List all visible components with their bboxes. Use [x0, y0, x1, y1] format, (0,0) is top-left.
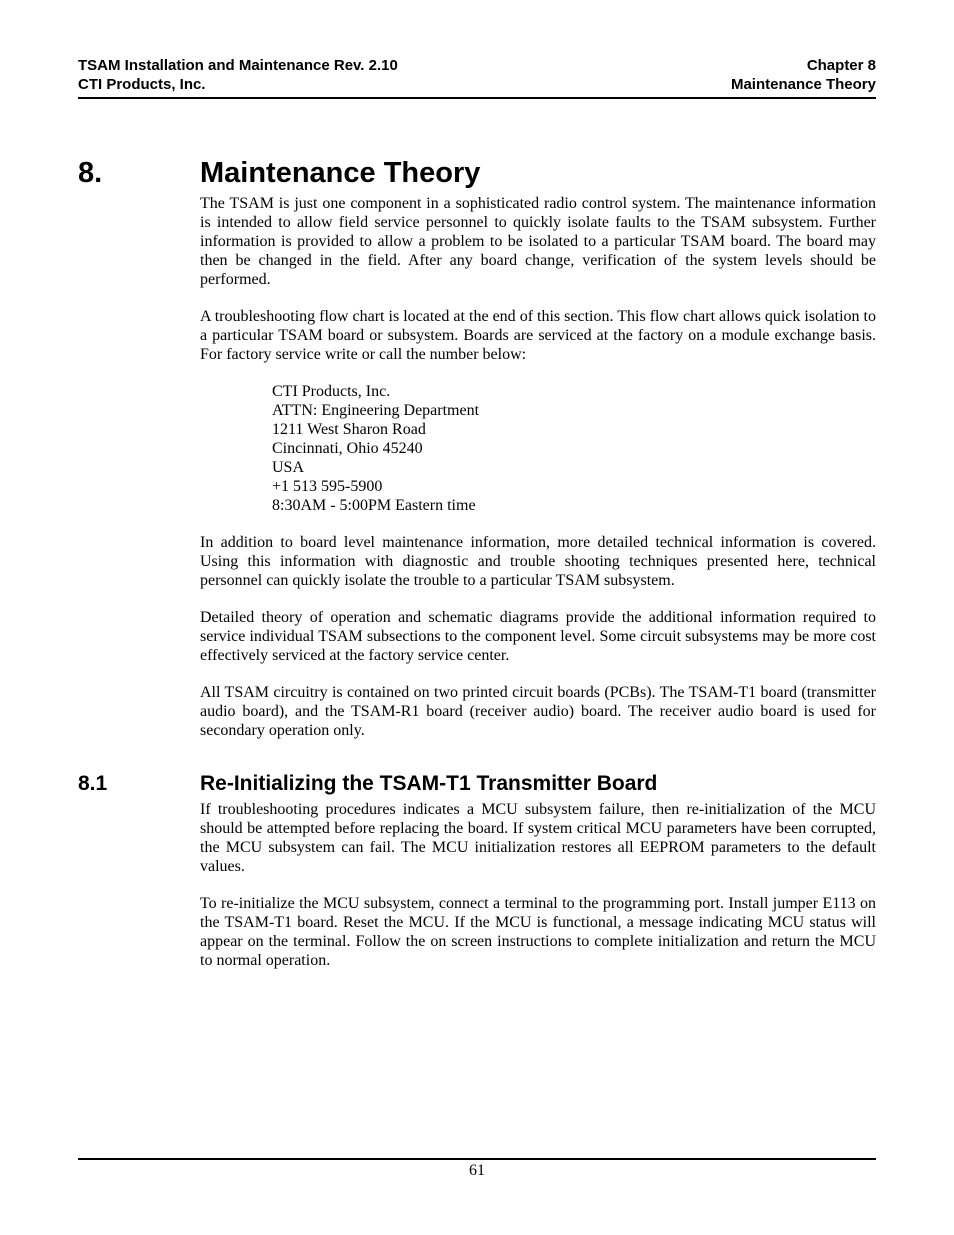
paragraph: A troubleshooting flow chart is located …	[200, 307, 876, 364]
subsection-number: 8.1	[78, 772, 200, 796]
section-number-col: 8.	[78, 157, 200, 759]
header-left: TSAM Installation and Maintenance Rev. 2…	[78, 57, 398, 95]
section-number-col: 8.1	[78, 772, 200, 988]
page-header: TSAM Installation and Maintenance Rev. 2…	[78, 57, 876, 99]
header-right-line1: Chapter 8	[807, 57, 876, 74]
page-footer: 61	[78, 1158, 876, 1180]
header-left-line2: CTI Products, Inc.	[78, 76, 206, 93]
header-right-line2: Maintenance Theory	[731, 76, 876, 93]
section-title: Maintenance Theory	[200, 157, 876, 190]
section-body-col: Maintenance Theory The TSAM is just one …	[200, 157, 876, 759]
address-block: CTI Products, Inc. ATTN: Engineering Dep…	[272, 382, 876, 515]
section-number: 8.	[78, 157, 200, 190]
section-8-1: 8.1 Re-Initializing the TSAM-T1 Transmit…	[78, 772, 876, 988]
paragraph: To re-initialize the MCU subsystem, conn…	[200, 894, 876, 970]
paragraph: The TSAM is just one component in a soph…	[200, 194, 876, 289]
section-body-col: Re-Initializing the TSAM-T1 Transmitter …	[200, 772, 876, 988]
page: TSAM Installation and Maintenance Rev. 2…	[0, 0, 954, 1235]
paragraph: Detailed theory of operation and schemat…	[200, 608, 876, 665]
paragraph: All TSAM circuitry is contained on two p…	[200, 683, 876, 740]
subsection-title: Re-Initializing the TSAM-T1 Transmitter …	[200, 772, 876, 796]
page-number: 61	[469, 1162, 485, 1179]
header-left-line1: TSAM Installation and Maintenance Rev. 2…	[78, 57, 398, 74]
paragraph: If troubleshooting procedures indicates …	[200, 800, 876, 876]
content: 8. Maintenance Theory The TSAM is just o…	[78, 157, 876, 989]
paragraph: In addition to board level maintenance i…	[200, 533, 876, 590]
section-8: 8. Maintenance Theory The TSAM is just o…	[78, 157, 876, 759]
header-right: Chapter 8 Maintenance Theory	[731, 57, 876, 95]
